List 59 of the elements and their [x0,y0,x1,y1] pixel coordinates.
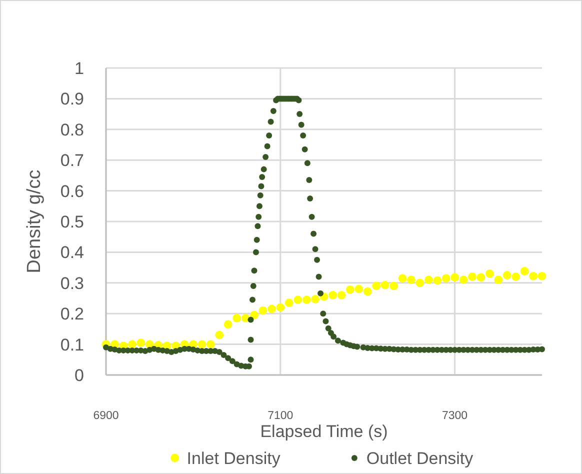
point [433,276,442,285]
y-tick-label: 0.1 [60,335,84,354]
point [284,298,294,308]
point [459,276,468,284]
point [363,287,372,296]
point [502,271,512,280]
point [294,296,302,304]
point [390,282,398,290]
legend-label: Inlet Density [186,449,281,468]
point [258,306,268,315]
y-tick-label: 0.2 [60,304,84,324]
point [224,320,232,329]
point [494,276,503,284]
y-tick-label: 1 [74,58,84,78]
point [416,278,424,288]
point [128,340,136,348]
point [407,276,416,284]
point [346,285,354,294]
point [328,290,337,300]
x-tick-label: 6900 [93,410,119,422]
point [398,274,407,282]
y-tick-label: 0.4 [60,243,84,262]
point [450,273,459,282]
point [302,296,311,304]
legend-label: Outlet Density [366,449,474,468]
point [136,338,146,347]
x-axis-title: Elapsed Time (s) [260,422,388,441]
y-tick-label: 0.7 [60,151,84,170]
point [354,284,364,294]
y-tick-label: 0.5 [60,212,84,232]
point [512,272,520,281]
point [476,273,486,282]
y-tick-label: 0.6 [60,182,84,201]
point [520,267,529,276]
point [232,314,241,322]
y-tick-label: 0 [74,366,84,385]
point [468,272,476,281]
point [372,282,381,290]
point [311,294,320,304]
point [241,314,250,322]
point [485,269,494,278]
point [198,340,206,348]
point [267,304,276,314]
point [206,340,215,348]
y-axis-title: Density g/cc [24,170,45,274]
point [380,280,390,290]
x-tick-label: 7300 [442,410,468,422]
point [424,276,433,284]
point [215,330,224,340]
y-tick-label: 0.9 [60,90,84,109]
point [337,290,346,300]
point [538,272,546,280]
y-tick-label: 0.8 [60,120,84,140]
point [276,303,285,312]
y-tick-label: 0.3 [60,274,84,293]
x-tick-label: 7100 [268,410,294,422]
point [442,274,450,282]
point [250,310,258,320]
point [529,272,538,280]
